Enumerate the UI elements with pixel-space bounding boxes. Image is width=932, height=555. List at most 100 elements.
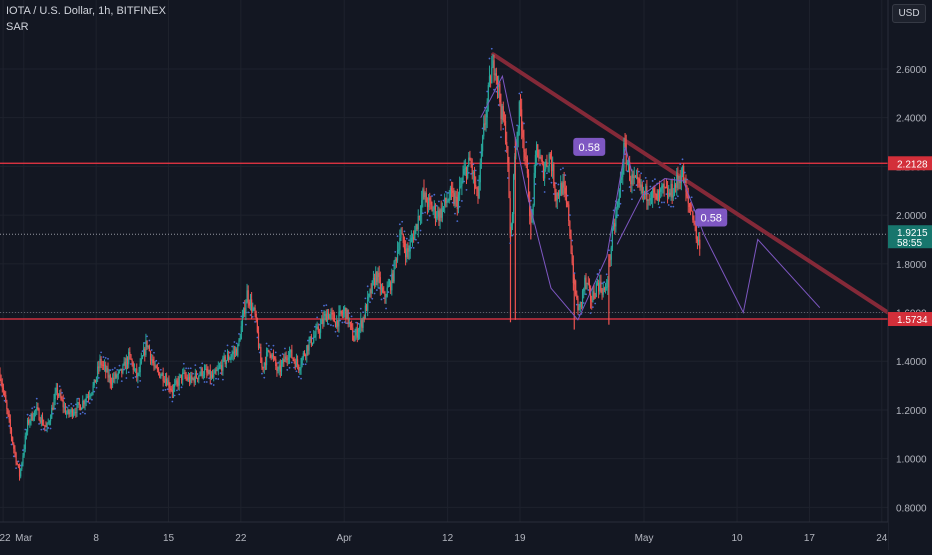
- candle-body: [357, 332, 360, 338]
- candle-body: [438, 210, 440, 222]
- candle-body: [193, 378, 195, 383]
- sar-dot: [277, 361, 279, 364]
- candle-body: [1, 382, 3, 388]
- candle-body: [328, 312, 330, 319]
- sar-dot: [495, 90, 498, 93]
- sar-dot: [642, 180, 645, 183]
- candle-body: [340, 310, 342, 314]
- indicator-label[interactable]: SAR: [6, 21, 29, 33]
- sar-dot: [458, 205, 461, 208]
- candle-body: [12, 437, 14, 444]
- candle-body: [62, 400, 64, 408]
- sar-dot: [171, 400, 174, 403]
- candle-body: [337, 320, 339, 327]
- candle-body: [495, 73, 497, 76]
- candle-body: [290, 349, 292, 353]
- currency-button[interactable]: USD: [892, 4, 926, 23]
- candle-body: [546, 161, 548, 167]
- sar-dot: [61, 391, 63, 394]
- candle-body: [596, 283, 599, 284]
- candle-body: [388, 282, 391, 286]
- sar-dot: [68, 404, 70, 407]
- candle-body: [79, 405, 82, 411]
- candle-body: [45, 426, 47, 428]
- candle-body: [157, 369, 160, 373]
- candle-body: [364, 305, 366, 318]
- candle-body: [324, 313, 326, 317]
- sar-dot: [336, 335, 339, 337]
- candle-body: [355, 328, 357, 336]
- candle-body: [377, 272, 379, 282]
- candle-body: [398, 249, 400, 251]
- candle-body: [63, 406, 65, 408]
- sar-dot: [408, 239, 410, 242]
- candle-body: [476, 187, 478, 189]
- candle-body: [473, 172, 476, 185]
- candle-body: [38, 409, 40, 421]
- sar-dot: [355, 321, 358, 324]
- candle-body: [621, 177, 623, 180]
- sar-dot: [403, 230, 406, 233]
- sar-dot: [470, 172, 472, 175]
- candle-body: [406, 248, 408, 258]
- candle-body: [71, 409, 73, 416]
- sar-dot: [681, 158, 684, 161]
- candle-body: [509, 198, 511, 234]
- candle-body: [31, 413, 33, 421]
- candle-body: [373, 277, 376, 286]
- candle-body: [427, 197, 430, 208]
- candle-body: [206, 368, 208, 373]
- candle-body: [178, 376, 180, 386]
- sar-dot: [571, 239, 574, 242]
- candle-body: [36, 407, 38, 410]
- sar-dot: [502, 128, 505, 130]
- candle-body: [436, 216, 438, 219]
- candle-body: [657, 190, 659, 201]
- sar-dot: [54, 407, 57, 410]
- candle-body: [486, 101, 488, 118]
- sar-dot: [97, 376, 100, 379]
- sar-dot: [125, 377, 128, 379]
- candle-body: [385, 296, 387, 298]
- candle-body: [645, 186, 647, 195]
- candle-body: [681, 165, 684, 177]
- candle-body: [240, 326, 242, 340]
- candle-body: [666, 187, 669, 198]
- sar-dot: [559, 168, 562, 171]
- candle-body: [86, 396, 88, 398]
- sar-dot: [302, 363, 305, 366]
- candle-body: [588, 283, 591, 288]
- sar-dot: [490, 47, 493, 50]
- sar-dot: [362, 311, 364, 314]
- candle-body: [314, 335, 316, 338]
- sar-dot: [591, 306, 594, 309]
- candle-body: [300, 364, 302, 369]
- candle-body: [231, 354, 233, 357]
- candle-body: [213, 373, 215, 378]
- candle-body: [228, 354, 230, 360]
- sar-dot: [352, 330, 355, 333]
- sar-dot: [477, 179, 479, 182]
- candle-body: [633, 176, 635, 179]
- candle-body: [156, 368, 159, 370]
- x-tick-label: Mar: [15, 533, 33, 544]
- sar-dot: [146, 335, 148, 338]
- sar-dot: [201, 362, 204, 365]
- candle-body: [418, 216, 420, 217]
- sar-dot: [541, 170, 544, 173]
- candle-body: [59, 393, 61, 396]
- sar-dot: [272, 344, 275, 347]
- sar-dot: [210, 382, 213, 385]
- candle-body: [611, 229, 614, 248]
- sar-dot: [518, 92, 521, 95]
- candle-body: [652, 188, 654, 198]
- candle-body: [174, 383, 176, 388]
- sar-dot: [22, 449, 24, 452]
- candle-body: [455, 196, 457, 198]
- candle-body: [565, 193, 568, 203]
- candle-body: [287, 357, 289, 360]
- candle-body: [225, 360, 227, 365]
- sar-dot: [539, 164, 541, 166]
